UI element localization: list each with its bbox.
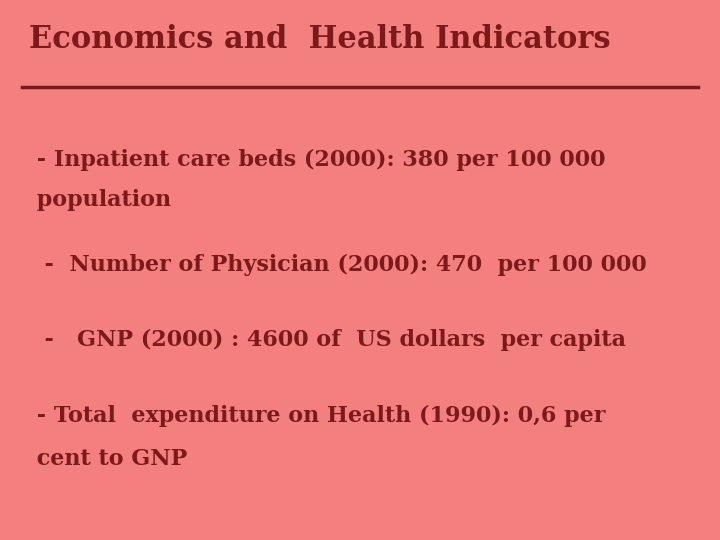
Text: Economics and  Health Indicators: Economics and Health Indicators	[29, 24, 611, 55]
Text: population: population	[29, 189, 171, 211]
Text: -  Number of Physician (2000): 470  per 100 000: - Number of Physician (2000): 470 per 10…	[29, 254, 647, 276]
Text: -   GNP (2000) : 4600 of  US dollars  per capita: - GNP (2000) : 4600 of US dollars per ca…	[29, 329, 626, 352]
Text: cent to GNP: cent to GNP	[29, 448, 187, 470]
Text: - Total  expenditure on Health (1990): 0,6 per: - Total expenditure on Health (1990): 0,…	[29, 405, 606, 427]
Text: - Inpatient care beds (2000): 380 per 100 000: - Inpatient care beds (2000): 380 per 10…	[29, 148, 606, 171]
